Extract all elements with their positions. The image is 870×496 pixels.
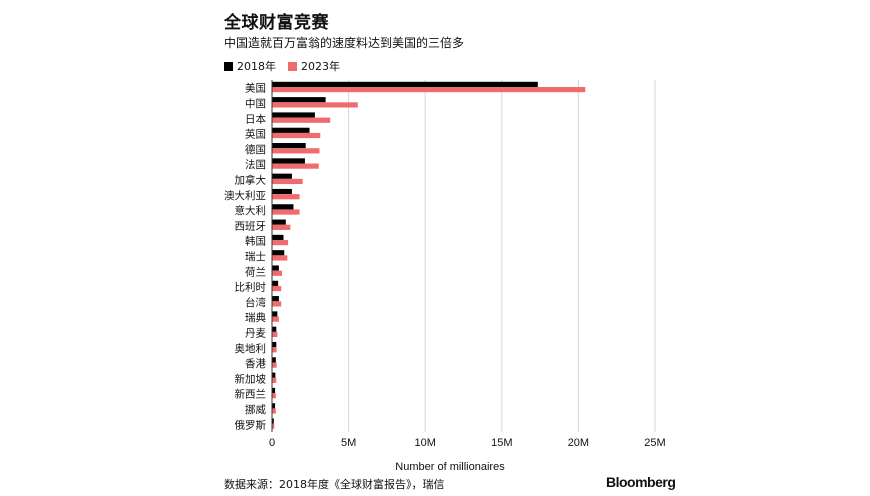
bar-新加坡-2018年 bbox=[272, 372, 276, 378]
bar-澳大利亚-2018年 bbox=[272, 188, 292, 195]
bar-德国-2018年 bbox=[272, 143, 306, 149]
bar-意大利-2023年 bbox=[272, 209, 300, 215]
category-label: 新加坡 bbox=[235, 372, 267, 385]
bar-新加坡-2023年 bbox=[272, 377, 277, 383]
legend-item-2023: 2023年 bbox=[288, 58, 340, 74]
bar-台湾-2023年 bbox=[272, 301, 282, 307]
category-label: 俄罗斯 bbox=[235, 418, 267, 431]
bar-中国-2018年 bbox=[272, 97, 326, 103]
category-label: 意大利 bbox=[235, 204, 267, 217]
bar-新西兰-2023年 bbox=[272, 393, 276, 399]
x-tick-label: 15M bbox=[491, 437, 512, 449]
x-tick-label: 0 bbox=[269, 437, 275, 449]
bar-西班牙-2023年 bbox=[272, 224, 291, 230]
category-label: 中国 bbox=[245, 97, 266, 110]
bar-新西兰-2018年 bbox=[272, 387, 276, 394]
bar-奥地利-2023年 bbox=[272, 347, 277, 353]
bar-澳大利亚-2023年 bbox=[272, 194, 300, 200]
legend-item-2018: 2018年 bbox=[224, 58, 276, 74]
chart-title: 全球财富竞赛 bbox=[224, 13, 329, 33]
category-label: 澳大利亚 bbox=[224, 189, 266, 202]
legend-swatch-2023 bbox=[288, 61, 297, 71]
bar-比利时-2018年 bbox=[272, 280, 279, 286]
bar-日本-2018年 bbox=[272, 112, 315, 118]
bar-美国-2018年 bbox=[272, 81, 538, 87]
bar-英国-2018年 bbox=[272, 127, 310, 133]
category-label: 瑞典 bbox=[245, 311, 266, 324]
bar-荷兰-2018年 bbox=[272, 265, 279, 271]
bar-俄罗斯-2018年 bbox=[272, 418, 274, 424]
category-label: 法国 bbox=[245, 158, 266, 171]
category-label: 韩国 bbox=[245, 235, 266, 248]
category-label: 英国 bbox=[245, 128, 266, 141]
bar-台湾-2018年 bbox=[272, 296, 279, 302]
category-label: 美国 bbox=[245, 82, 266, 95]
bar-意大利-2018年 bbox=[272, 204, 294, 210]
category-label: 香港 bbox=[245, 358, 266, 370]
category-label: 新西兰 bbox=[235, 388, 267, 401]
category-label: 挪威 bbox=[245, 403, 266, 416]
category-label: 加拿大 bbox=[235, 173, 267, 186]
bar-丹麦-2018年 bbox=[272, 326, 277, 332]
x-axis-title: Number of millionaires bbox=[395, 461, 505, 473]
category-label: 台湾 bbox=[245, 296, 266, 309]
bar-韩国-2018年 bbox=[272, 234, 284, 241]
category-label: 瑞士 bbox=[245, 250, 266, 263]
bar-挪威-2023年 bbox=[272, 408, 276, 414]
bloomberg-logo: Bloomberg bbox=[606, 474, 676, 490]
bar-加拿大-2023年 bbox=[272, 178, 303, 185]
x-tick-label: 5M bbox=[341, 437, 356, 449]
bar-香港-2018年 bbox=[272, 357, 276, 363]
bar-丹麦-2023年 bbox=[272, 331, 278, 338]
bar-法国-2018年 bbox=[272, 158, 305, 164]
category-label: 德国 bbox=[245, 143, 266, 156]
category-label: 奥地利 bbox=[235, 342, 267, 355]
bar-荷兰-2023年 bbox=[272, 270, 282, 276]
x-tick-label: 10M bbox=[414, 437, 435, 449]
x-tick-label: 20M bbox=[568, 437, 589, 449]
bar-奥地利-2018年 bbox=[272, 341, 277, 348]
x-tick-label: 25M bbox=[644, 437, 665, 449]
bar-瑞典-2023年 bbox=[272, 316, 279, 322]
bar-韩国-2023年 bbox=[272, 240, 289, 246]
bar-挪威-2018年 bbox=[272, 403, 276, 409]
category-label: 丹麦 bbox=[245, 328, 266, 340]
bar-法国-2023年 bbox=[272, 163, 319, 169]
bar-俄罗斯-2023年 bbox=[272, 423, 275, 429]
bar-瑞典-2018年 bbox=[272, 311, 278, 317]
legend-label-2023: 2023年 bbox=[301, 60, 340, 73]
category-label: 西班牙 bbox=[235, 220, 267, 232]
bar-加拿大-2018年 bbox=[272, 173, 292, 179]
category-label: 荷兰 bbox=[245, 265, 266, 278]
bar-英国-2023年 bbox=[272, 132, 321, 139]
legend: 2018年 2023年 bbox=[224, 58, 352, 74]
bar-香港-2023年 bbox=[272, 362, 277, 368]
bar-西班牙-2018年 bbox=[272, 219, 286, 225]
bar-美国-2023年 bbox=[272, 87, 586, 93]
bar-比利时-2023年 bbox=[272, 285, 282, 292]
bar-瑞士-2023年 bbox=[272, 255, 288, 261]
bar-日本-2023年 bbox=[272, 117, 331, 123]
bar-瑞士-2018年 bbox=[272, 250, 285, 256]
bar-德国-2023年 bbox=[272, 148, 320, 154]
chart-subtitle: 中国造就百万富翁的速度料达到美国的三倍多 bbox=[224, 36, 465, 50]
bar-中国-2023年 bbox=[272, 102, 358, 108]
source-note: 数据来源：2018年度《全球财富报告》，瑞信 bbox=[224, 478, 445, 491]
category-label: 比利时 bbox=[235, 281, 267, 294]
category-label: 日本 bbox=[245, 112, 266, 125]
legend-swatch-2018 bbox=[224, 61, 233, 71]
legend-label-2018: 2018年 bbox=[237, 60, 276, 73]
